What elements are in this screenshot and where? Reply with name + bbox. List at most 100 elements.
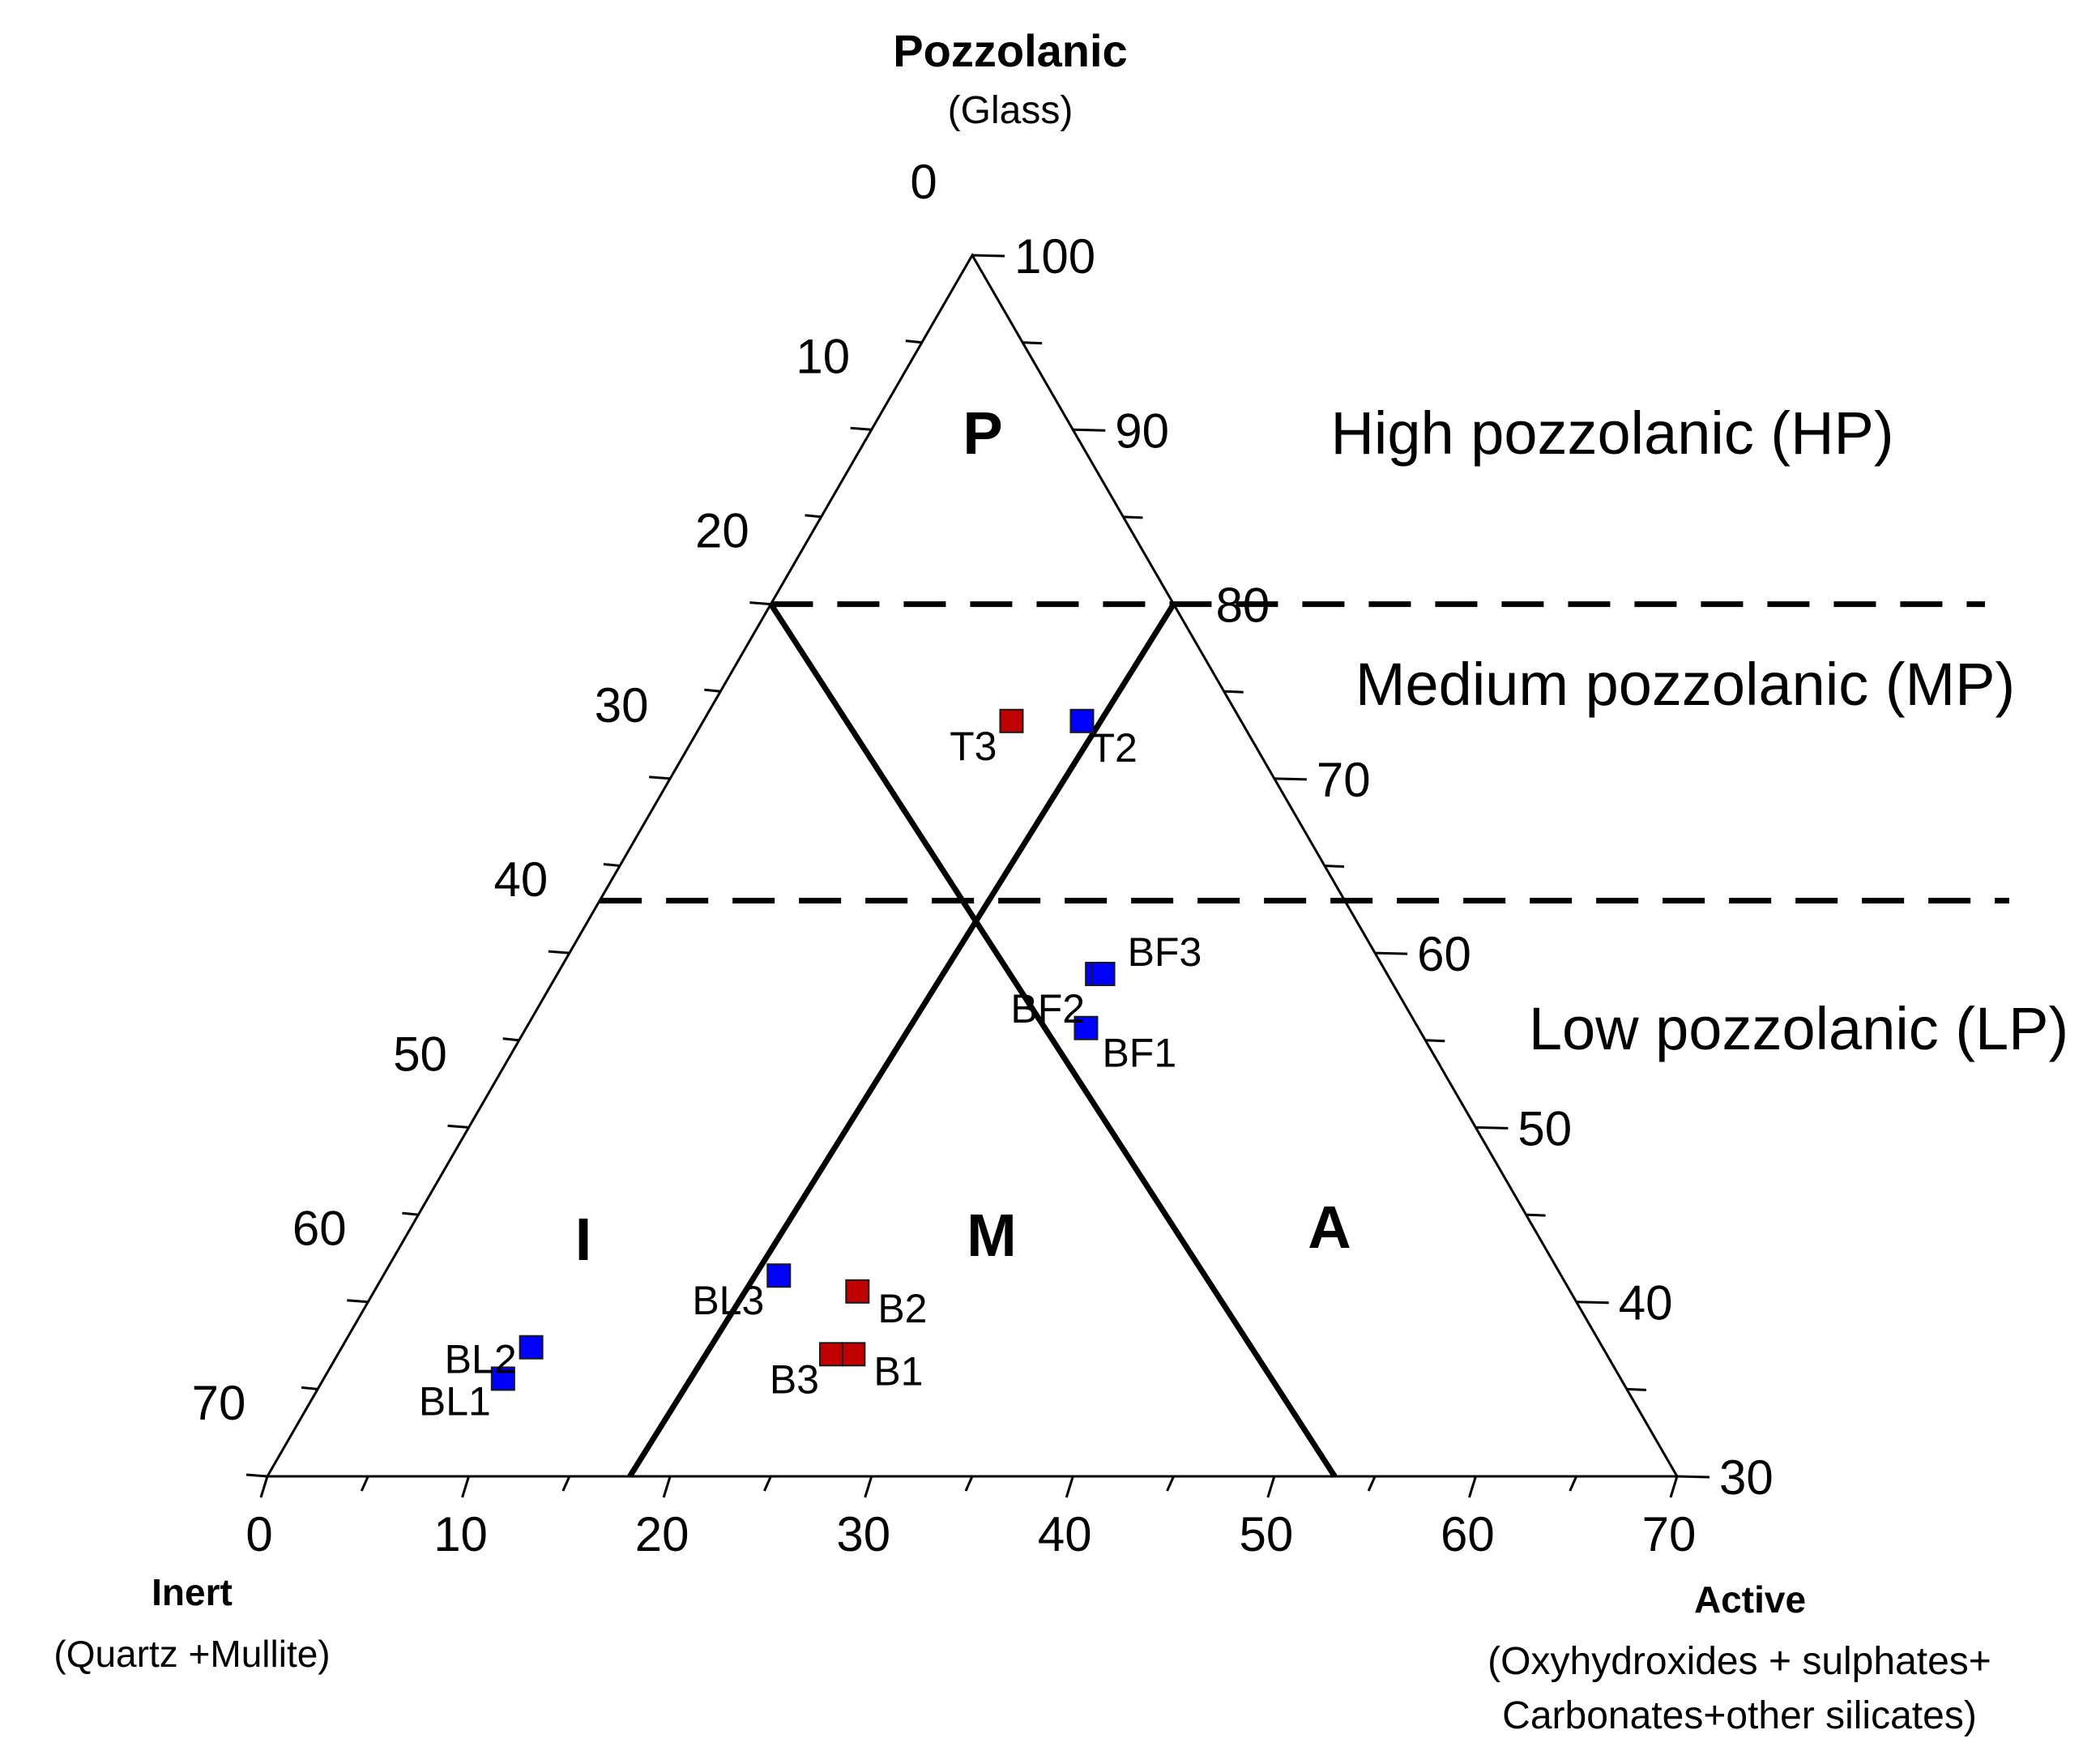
- marker-t3: [999, 708, 1024, 733]
- marker-label-bf2: BF2: [1010, 986, 1085, 1031]
- bottom-axis-tick: [662, 1476, 672, 1498]
- left-axis-tick: [447, 1124, 469, 1129]
- bottom-axis-tick: [1669, 1476, 1679, 1498]
- bottom-tick-label: 50: [1239, 1507, 1293, 1561]
- marker-label-bl2: BL2: [445, 1337, 517, 1382]
- left-tick-label: 10: [796, 329, 850, 383]
- marker-t2: [1069, 708, 1095, 733]
- right-tick-label: 100: [1014, 229, 1095, 284]
- zone-boundaries: [600, 601, 2009, 1478]
- left-tick-label: 20: [695, 504, 749, 558]
- left-axis-tick: [301, 1386, 318, 1390]
- level-label: Medium pozzolanic (MP): [1355, 651, 2015, 718]
- bottom-axis-tick: [360, 1476, 369, 1492]
- left-tick-label: 60: [292, 1202, 347, 1256]
- left-tick-label: 40: [493, 852, 548, 907]
- right-axis-tick: [1425, 1039, 1445, 1043]
- marker-label-bl3: BL3: [692, 1278, 764, 1323]
- right-tick-label: 50: [1517, 1101, 1572, 1155]
- bottom-axis-tick: [561, 1476, 571, 1492]
- bottom-tick-label: 40: [1038, 1507, 1092, 1561]
- level-label: Low pozzolanic (LP): [1529, 995, 2068, 1062]
- marker-bf3: [1091, 961, 1116, 986]
- right-axis-tick: [1475, 1125, 1509, 1130]
- zone-label-a: A: [1308, 1194, 1351, 1261]
- marker-label-bl1: BL1: [419, 1378, 491, 1424]
- right-tick-label: 90: [1115, 404, 1169, 458]
- bottom-axis-tick: [259, 1476, 269, 1498]
- bottom-axis-tick: [461, 1476, 471, 1498]
- bottom-tick-label: 30: [836, 1507, 890, 1561]
- marker-label-b2: B2: [877, 1286, 927, 1331]
- marker-bf1: [1074, 1015, 1099, 1040]
- bottom-tick-label: 70: [1642, 1507, 1697, 1561]
- right-axis-tick: [1223, 690, 1244, 694]
- right-axis-tick: [971, 254, 1005, 258]
- right-axis-tick: [1576, 1301, 1609, 1305]
- marker-b2: [845, 1279, 870, 1304]
- marker-bl3: [766, 1263, 792, 1288]
- right-axis-tick: [1626, 1387, 1646, 1391]
- left-axis-tick: [603, 863, 621, 867]
- left-axis-tick: [649, 775, 671, 780]
- left-axis-tick: [749, 601, 771, 606]
- left-tick-label: 50: [393, 1027, 447, 1081]
- bottom-axis-tick: [763, 1476, 772, 1492]
- left-axis-tick: [402, 1211, 419, 1216]
- right-axis-tick: [1324, 865, 1345, 868]
- bottom-axis-tick: [1467, 1476, 1477, 1498]
- bottom-tick-label: 0: [245, 1507, 272, 1561]
- right-tick-label: 70: [1317, 753, 1371, 807]
- marker-label-t3: T3: [950, 724, 997, 769]
- right-tick-label: 40: [1619, 1276, 1673, 1330]
- active-axis-subtitle-line-1: (Oxyhydroxides + sulphates+: [1488, 1640, 1991, 1683]
- left-axis-tick: [805, 514, 822, 519]
- bottom-axis-tick: [1166, 1476, 1175, 1492]
- left-axis-tick: [548, 950, 570, 955]
- zone-label-m: M: [967, 1202, 1017, 1269]
- bottom-axis-tick: [864, 1476, 873, 1498]
- marker-label-bf3: BF3: [1128, 929, 1202, 975]
- left-axis-tick: [905, 340, 923, 344]
- zone-label-i: I: [575, 1206, 592, 1273]
- marker-bl1: [490, 1366, 515, 1391]
- active-axis-title: Active: [1694, 1578, 1806, 1621]
- marker-label-b3: B3: [770, 1356, 819, 1402]
- marker-label-t2: T2: [1090, 725, 1137, 771]
- left-axis-tick: [245, 1473, 268, 1478]
- right-axis-tick: [1022, 341, 1043, 345]
- bottom-axis-tick: [1569, 1476, 1578, 1492]
- marker-label-bf1: BF1: [1102, 1031, 1176, 1076]
- right-tick-label: 60: [1417, 927, 1471, 981]
- right-axis-tick: [1073, 428, 1106, 432]
- left-tick-label: 70: [192, 1376, 246, 1430]
- top-axis-title: Pozzolanic: [893, 25, 1127, 76]
- left-axis-tick: [347, 1299, 369, 1304]
- right-axis-tick: [1123, 515, 1143, 519]
- bottom-tick-label: 10: [433, 1507, 488, 1561]
- bottom-tick-label: 20: [635, 1507, 689, 1561]
- inert-axis-subtitle: (Quartz +Mullite): [53, 1633, 330, 1675]
- pozzolanic-level-labels: High pozzolanic (HP) Medium pozzolanic (M…: [1330, 399, 2068, 1062]
- right-tick-label: 30: [1719, 1450, 1774, 1505]
- marker-label-b1: B1: [873, 1348, 923, 1394]
- left-axis-tick: [704, 688, 721, 693]
- boundary-line-inert-side: [768, 602, 1338, 1478]
- boundary-line-active-side: [627, 602, 1176, 1478]
- left-axis-tick: [502, 1037, 519, 1042]
- level-label: High pozzolanic (HP): [1330, 399, 1893, 467]
- top-axis-subtitle: (Glass): [948, 89, 1074, 132]
- left-tick-label: 30: [595, 678, 649, 733]
- right-tick-label: 80: [1216, 579, 1270, 633]
- bottom-axis-tick: [1065, 1476, 1074, 1498]
- axis-ticks: [245, 254, 1710, 1498]
- zone-label-p: P: [963, 399, 1002, 467]
- marker-b1: [841, 1342, 866, 1367]
- left-axis-tick: [850, 426, 872, 431]
- active-axis-subtitle-line-2: Carbonates+other silicates): [1502, 1694, 1977, 1737]
- zone-labels: P I M A: [575, 399, 1351, 1273]
- right-axis-tick: [1375, 951, 1408, 955]
- bottom-axis-tick: [964, 1476, 974, 1492]
- left-tick-label: 0: [910, 155, 937, 209]
